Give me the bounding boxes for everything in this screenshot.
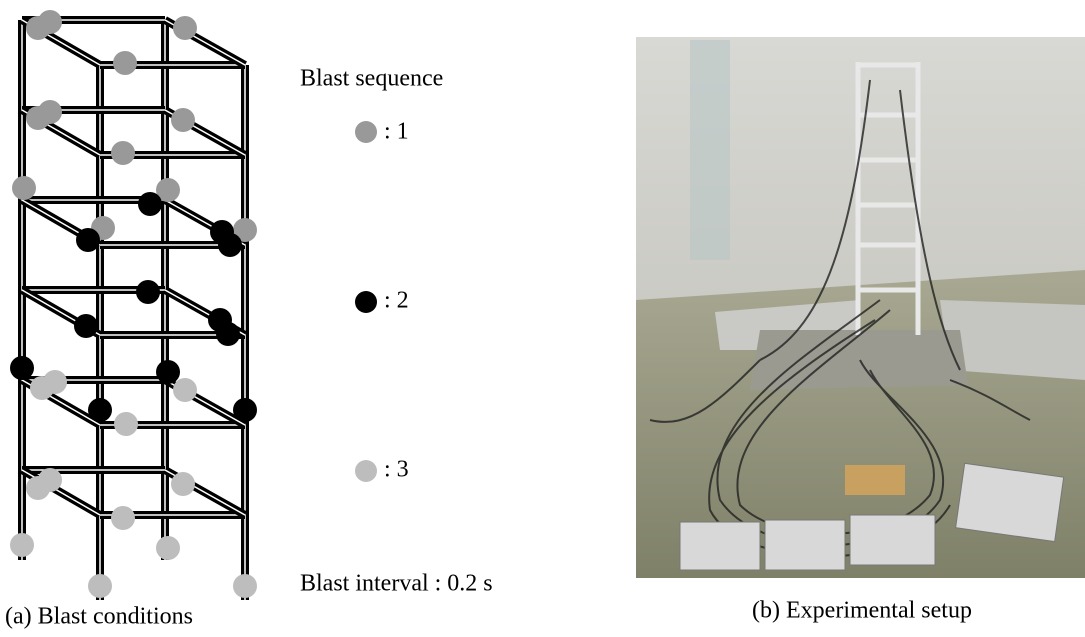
- charge-marker: [38, 10, 62, 34]
- legend-title: Blast sequence: [300, 66, 443, 92]
- charge-marker: [113, 51, 137, 75]
- photo: [636, 37, 1085, 578]
- charge-marker: [76, 228, 100, 252]
- charge-marker: [10, 533, 34, 557]
- charge-marker: [10, 356, 34, 380]
- charge-marker: [38, 468, 62, 492]
- charge-marker: [216, 322, 240, 346]
- charge-markers: [10, 10, 257, 598]
- charge-marker: [88, 574, 112, 598]
- charge-marker: [156, 536, 180, 560]
- legend-label: : 3: [384, 457, 409, 483]
- charge-marker: [173, 378, 197, 402]
- legend-marker: [355, 121, 377, 143]
- caption: (a) Blast conditions: [5, 604, 193, 630]
- charge-marker: [233, 574, 257, 598]
- charge-marker: [138, 192, 162, 216]
- charge-marker: [173, 16, 197, 40]
- charge-marker: [233, 398, 257, 422]
- charge-marker: [88, 398, 112, 422]
- legend-label: : 1: [384, 119, 409, 145]
- charge-marker: [218, 233, 242, 257]
- legend-marker: [355, 460, 377, 482]
- charge-marker: [43, 370, 67, 394]
- charge-marker: [156, 360, 180, 384]
- charge-marker: [38, 100, 62, 124]
- legend-label: : 2: [384, 288, 409, 314]
- charge-marker: [171, 472, 195, 496]
- charge-marker: [12, 176, 36, 200]
- charge-marker: [171, 108, 195, 132]
- charge-marker: [111, 506, 135, 530]
- charge-marker: [233, 218, 257, 242]
- charge-marker: [136, 280, 160, 304]
- legend-marker: [355, 291, 377, 313]
- charge-marker: [156, 178, 180, 202]
- charge-marker: [74, 314, 98, 338]
- charge-marker: [111, 141, 135, 165]
- caption: (b) Experimental setup: [752, 598, 972, 624]
- interval-note: Blast interval : 0.2 s: [300, 571, 493, 597]
- charge-marker: [114, 412, 138, 436]
